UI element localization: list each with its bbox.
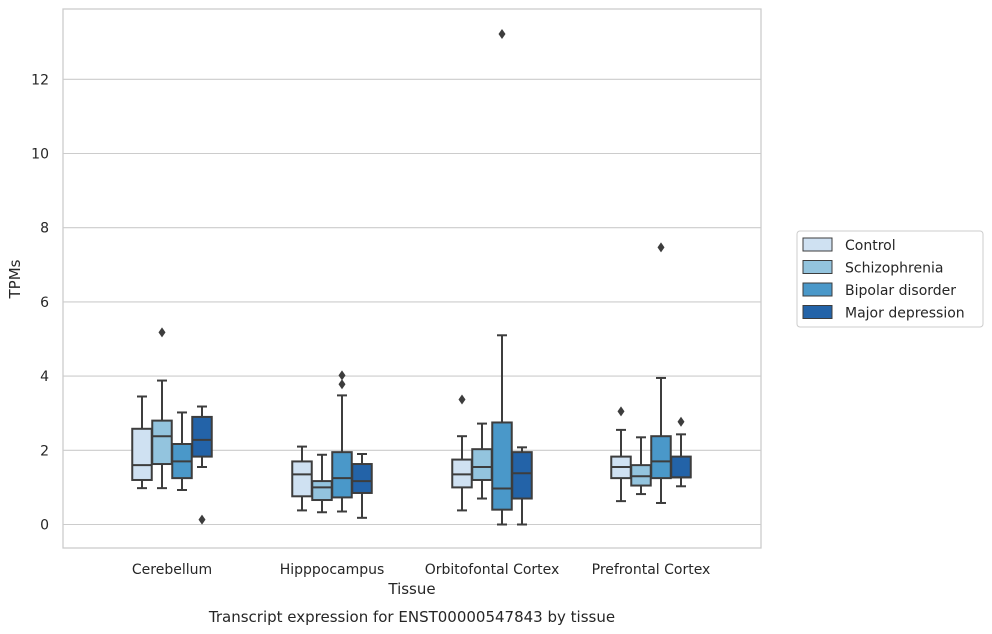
y-tick-labels: 0 2 4 6 8 10 12 xyxy=(31,72,49,533)
box-iqr xyxy=(331,451,353,499)
legend-swatch xyxy=(802,260,833,274)
outlier-point xyxy=(617,406,625,417)
legend-label: Schizophrenia xyxy=(845,261,943,277)
legend-label: Bipolar disorder xyxy=(845,283,956,299)
y-tick-label: 12 xyxy=(31,72,49,88)
box-schizophrenia xyxy=(151,327,173,490)
y-tick-label: 2 xyxy=(40,443,49,459)
box-bipolar-disorder xyxy=(650,242,672,504)
box-control xyxy=(451,394,473,512)
box-bipolar-disorder xyxy=(331,370,353,513)
outlier-point xyxy=(498,29,506,40)
box-iqr xyxy=(131,427,153,481)
plot-frame xyxy=(62,8,762,549)
box-iqr xyxy=(650,435,672,480)
y-tick-label: 8 xyxy=(40,221,49,237)
box-iqr xyxy=(291,460,313,498)
y-axis-label: TPMs xyxy=(6,259,24,299)
box-schizophrenia xyxy=(630,436,652,496)
box-iqr xyxy=(191,415,213,458)
box-plots xyxy=(131,29,692,526)
box-control xyxy=(131,395,153,490)
outlier-point xyxy=(657,242,665,253)
x-tick-label: Orbitofontal Cortex xyxy=(425,562,560,578)
x-tick-label: Cerebellum xyxy=(132,562,212,578)
legend-swatch xyxy=(802,237,833,252)
chart-caption: Transcript expression for ENST0000054784… xyxy=(208,608,615,626)
box-major-depression xyxy=(511,446,533,526)
box-iqr xyxy=(471,448,493,481)
x-tick-label: Prefrontal Cortex xyxy=(592,562,711,578)
box-iqr xyxy=(151,419,173,466)
outlier-point xyxy=(198,514,206,525)
box-bipolar-disorder xyxy=(491,29,513,526)
box-major-depression xyxy=(670,416,692,488)
box-major-depression xyxy=(351,453,373,519)
box-schizophrenia xyxy=(311,453,333,514)
box-iqr xyxy=(670,455,692,479)
y-tick-label: 10 xyxy=(31,147,49,163)
x-tick-labels: Cerebellum Hipppocampus Orbitofontal Corte… xyxy=(132,562,710,578)
box-iqr xyxy=(491,421,513,511)
y-tick-label: 0 xyxy=(40,518,49,534)
box-bipolar-disorder xyxy=(171,411,193,491)
box-iqr xyxy=(311,480,333,502)
legend: Control Schizophrenia Bipolar disorder Majo… xyxy=(796,230,984,328)
x-tick-label: Hipppocampus xyxy=(280,562,385,578)
y-tick-label: 4 xyxy=(40,369,49,385)
legend-frame xyxy=(796,230,984,328)
y-tick-label: 6 xyxy=(40,295,49,311)
box-major-depression xyxy=(191,405,213,525)
box-iqr xyxy=(511,451,533,500)
box-iqr xyxy=(351,463,373,494)
outlier-point xyxy=(158,327,166,338)
outlier-point xyxy=(338,379,346,390)
legend-swatch xyxy=(802,282,833,297)
outlier-point xyxy=(458,394,466,405)
legend-swatch xyxy=(802,305,833,319)
outlier-point xyxy=(677,416,685,427)
box-control xyxy=(610,406,632,503)
x-axis-label: Tissue xyxy=(387,580,435,598)
box-control xyxy=(291,445,313,512)
outlier-point xyxy=(338,370,346,381)
box-schizophrenia xyxy=(471,422,493,500)
legend-label: Control xyxy=(845,238,896,254)
legend-label: Major depression xyxy=(845,306,965,322)
